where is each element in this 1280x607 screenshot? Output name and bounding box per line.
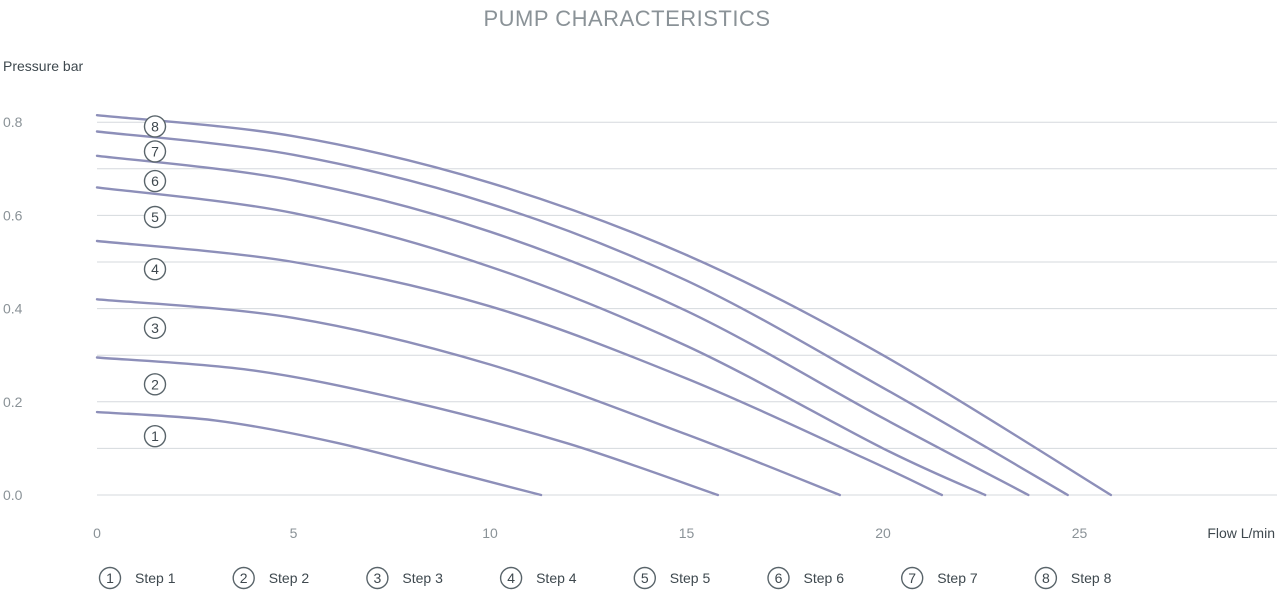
legend-badge-circle (767, 566, 790, 590)
legend-label: Step 7 (937, 570, 978, 586)
series-badge-step-6: 6 (143, 169, 167, 193)
legend-badge-circle (366, 566, 389, 590)
badge-circle (143, 258, 167, 281)
legend-badge-number: 7 (908, 570, 916, 586)
x-tick-label: 20 (875, 525, 891, 541)
legend-label: Step 2 (269, 570, 310, 586)
badge-circle (143, 424, 167, 448)
badge-number: 7 (151, 143, 159, 159)
legend-item-step-6: 6 Step 6 (767, 566, 845, 590)
series-line-step-2 (95, 356, 720, 497)
legend-label: Step 8 (1071, 570, 1112, 586)
series-badge-step-8: 8 (143, 115, 167, 138)
legend-badge-number: 1 (106, 570, 114, 586)
legend-badge-number: 2 (240, 570, 248, 586)
x-tick-label: 15 (679, 525, 695, 541)
y-axis-label: Pressure bar (3, 58, 83, 74)
legend-badge-circle (1034, 566, 1058, 590)
legend-badge-number: 6 (775, 570, 783, 586)
chart-title: PUMP CHARACTERISTICS (483, 6, 770, 31)
series-badge-step-7: 7 (143, 140, 167, 163)
legend-badge-number: 3 (374, 570, 382, 586)
legend-label: Step 3 (402, 570, 443, 586)
y-tick-label: 0.4 (3, 301, 23, 317)
badge-circle (143, 169, 167, 193)
legend: 1 Step 1 2 Step 2 3 Step 3 4 Step 4 5 Step 5 6 Step… (98, 566, 1112, 590)
legend-label: Step 6 (804, 570, 845, 586)
series-line-step-4 (95, 239, 944, 497)
legend-item-step-8: 8 Step 8 (1034, 566, 1112, 590)
legend-item-step-4: 4 Step 4 (499, 566, 577, 590)
legend-badge-number: 5 (641, 570, 649, 586)
y-tick-label: 0.6 (3, 207, 23, 223)
legend-badge-circle (499, 566, 523, 590)
series-line-step-5 (95, 186, 987, 497)
legend-item-step-7: 7 Step 7 (901, 566, 978, 590)
legend-item-step-3: 3 Step 3 (366, 566, 443, 590)
legend-badge-circle (633, 566, 656, 590)
badge-circle (143, 205, 167, 229)
legend-badge-circle (232, 566, 255, 590)
series-badge-step-1: 1 (143, 424, 167, 448)
legend-label: Step 5 (670, 570, 711, 586)
series-badge-step-2: 2 (143, 373, 167, 396)
badge-number: 3 (151, 320, 159, 336)
y-tick-label: 0.8 (3, 114, 23, 130)
legend-badge-circle (98, 566, 122, 590)
badge-circle (143, 373, 167, 396)
badge-number: 2 (151, 376, 159, 392)
legend-item-step-5: 5 Step 5 (633, 566, 711, 590)
x-tick-label: 5 (290, 525, 298, 541)
legend-badge-circle (901, 566, 924, 590)
legend-badge-number: 8 (1042, 570, 1050, 586)
series-line-step-3 (95, 298, 841, 497)
x-tick-label: 10 (482, 525, 498, 541)
series-badges: 1 2 3 4 5 6 7 8 (143, 115, 167, 448)
x-tick-labels: 0 5 10 15 20 25 (93, 525, 1087, 541)
badge-number: 4 (151, 261, 159, 277)
series-line-step-1 (95, 410, 543, 497)
badge-circle (143, 140, 167, 163)
series-line-step-6 (95, 154, 1030, 497)
legend-badge-number: 4 (507, 570, 515, 586)
badge-number: 1 (151, 428, 159, 444)
badge-number: 6 (151, 173, 159, 189)
series-badge-step-3: 3 (143, 316, 167, 339)
series-badge-step-5: 5 (143, 205, 167, 229)
x-tick-label: 0 (93, 525, 101, 541)
legend-item-step-1: 1 Step 1 (98, 566, 176, 590)
y-tick-label: 0.0 (3, 487, 23, 503)
y-tick-labels: 0.0 0.2 0.4 0.6 0.8 (3, 114, 23, 503)
series-line-step-8 (95, 114, 1113, 497)
x-tick-label: 25 (1072, 525, 1088, 541)
badge-number: 5 (151, 209, 159, 225)
y-tick-label: 0.2 (3, 394, 23, 410)
legend-label: Step 4 (536, 570, 577, 586)
badge-circle (143, 115, 167, 138)
legend-label: Step 1 (135, 570, 176, 586)
x-axis-label: Flow L/min (1207, 525, 1275, 541)
series-curves (95, 114, 1113, 497)
series-badge-step-4: 4 (143, 258, 167, 281)
badge-number: 8 (151, 118, 159, 134)
badge-circle (143, 316, 167, 339)
series-line-step-7 (95, 130, 1069, 497)
legend-item-step-2: 2 Step 2 (232, 566, 310, 590)
